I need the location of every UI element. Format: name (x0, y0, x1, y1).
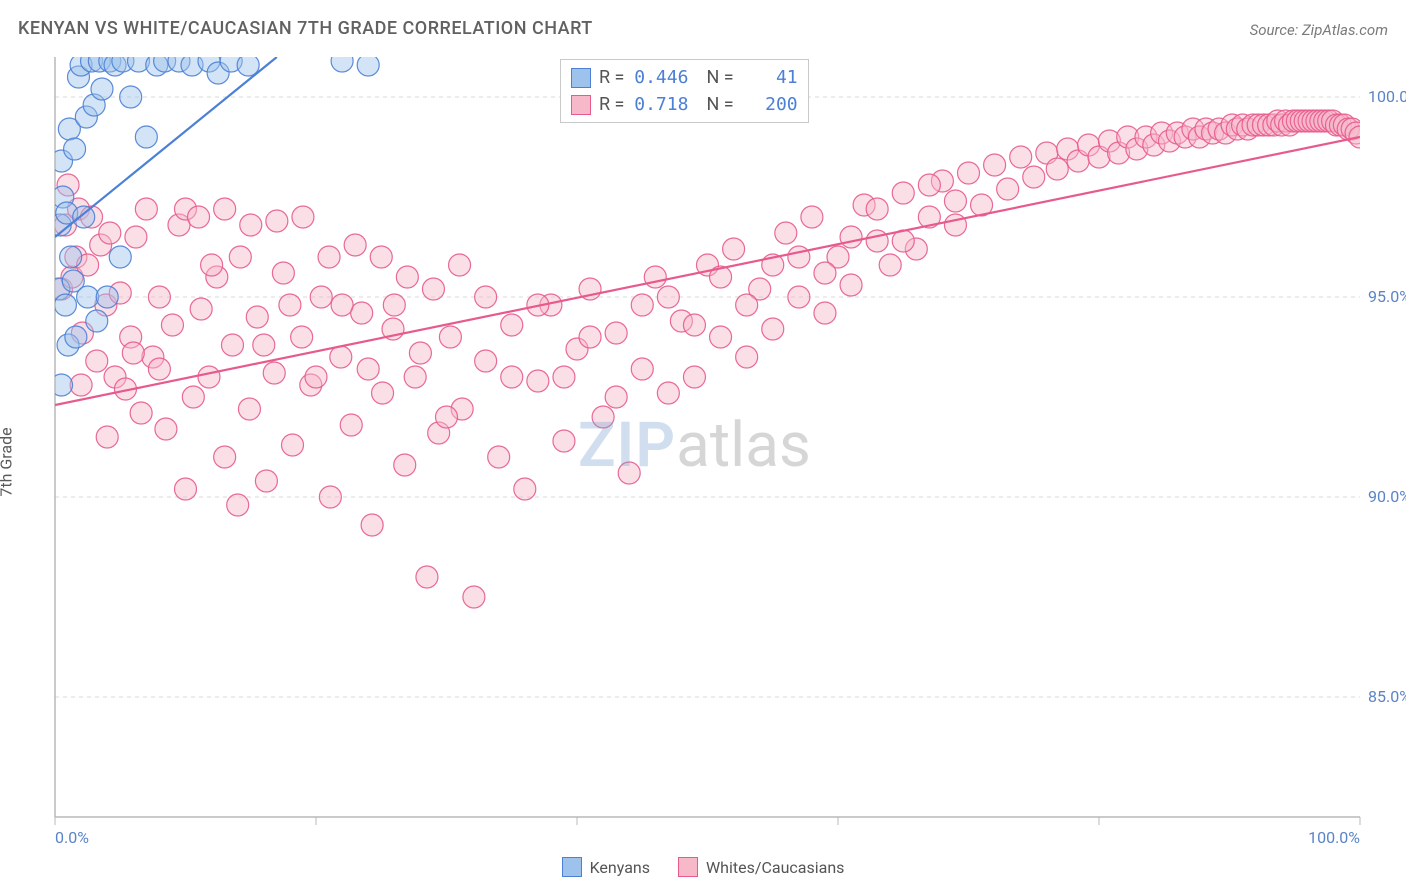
stats-swatch (571, 68, 591, 88)
stats-n-value: 41 (742, 64, 798, 91)
svg-text:100.0%: 100.0% (1308, 828, 1360, 847)
svg-text:100.0%: 100.0% (1368, 87, 1406, 106)
legend-label: Kenyans (590, 858, 650, 877)
chart-area: 7th Grade 85.0% 90.0% 95.0% 100.0% 0.0% 100.0… (0, 47, 1406, 877)
legend-swatch (562, 857, 582, 877)
legend-item-kenyans: Kenyans (562, 857, 650, 877)
legend-bottom: Kenyans Whites/Caucasians (0, 857, 1406, 877)
chart-title: KENYAN VS WHITE/CAUCASIAN 7TH GRADE CORR… (18, 18, 593, 39)
stats-n-label: N = (706, 64, 733, 91)
stats-n-value: 200 (742, 91, 798, 118)
y-axis-label: 7th Grade (0, 427, 16, 496)
stats-r-value: 0.446 (632, 64, 688, 91)
chart-header: KENYAN VS WHITE/CAUCASIAN 7TH GRADE CORR… (0, 0, 1406, 47)
correlation-stats-box: R = 0.446 N = 41 R = 0.718 N = 200 (560, 59, 809, 123)
stats-swatch (571, 95, 591, 115)
svg-text:0.0%: 0.0% (55, 828, 89, 847)
svg-text:90.0%: 90.0% (1368, 487, 1406, 506)
stats-r-label: R = (599, 91, 624, 118)
legend-swatch (678, 857, 698, 877)
stats-row-kenyans: R = 0.446 N = 41 (571, 64, 798, 91)
stats-r-label: R = (599, 64, 624, 91)
stats-n-label: N = (706, 91, 733, 118)
stats-row-whites-caucasians: R = 0.718 N = 200 (571, 91, 798, 118)
svg-text:85.0%: 85.0% (1368, 687, 1406, 706)
scatter-chart-svg: 85.0% 90.0% 95.0% 100.0% 0.0% 100.0% (0, 47, 1406, 847)
svg-text:95.0%: 95.0% (1368, 287, 1406, 306)
legend-label: Whites/Caucasians (706, 858, 844, 877)
stats-r-value: 0.718 (632, 91, 688, 118)
source-attribution: Source: ZipAtlas.com (1250, 21, 1388, 39)
legend-item-whites-caucasians: Whites/Caucasians (678, 857, 844, 877)
